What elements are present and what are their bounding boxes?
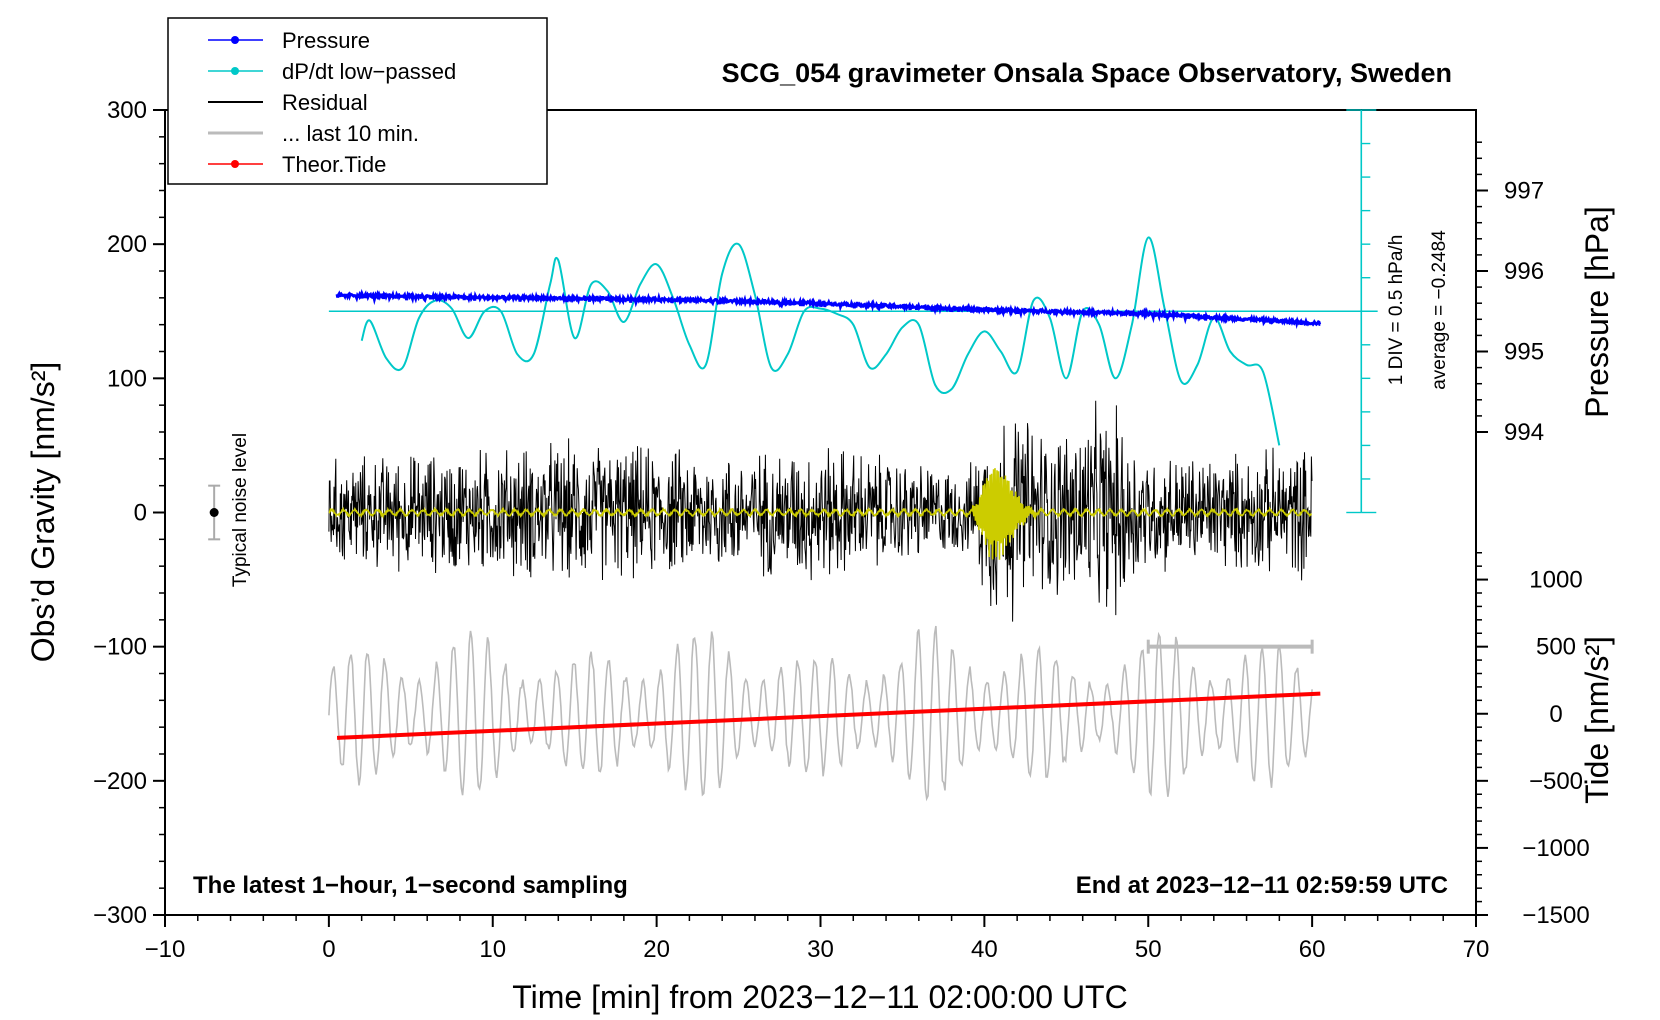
tide-line <box>336 691 1321 740</box>
y-left-tick-label: 200 <box>107 231 147 258</box>
y-left-tick-label: 100 <box>107 365 147 392</box>
dpdt-average-label: average = −0.2484 <box>1429 230 1450 390</box>
tide-tick-label: 500 <box>1536 634 1576 661</box>
end-time-note: End at 2023−12−11 02:59:59 UTC <box>1076 872 1448 899</box>
noise-level-label: Typical noise level <box>230 433 251 587</box>
pressure-series <box>335 288 1322 330</box>
dpdt-div-label: 1 DIV = 0.5 hPa/h <box>1386 235 1407 386</box>
x-tick-label: 20 <box>643 936 670 963</box>
noise-level-indicator <box>208 484 221 541</box>
pressure-tick-label: 994 <box>1504 419 1544 446</box>
dpdt-series <box>328 236 1378 446</box>
x-tick-label: 10 <box>479 936 506 963</box>
legend-marker-pressure <box>231 36 239 44</box>
y-left-tick-label: 300 <box>107 97 147 124</box>
legend-marker-dpdt <box>231 67 239 75</box>
residual-line <box>328 400 1313 622</box>
tide-axis-title: Tide [nm/s²] <box>1579 636 1615 804</box>
dpdt-scale <box>1346 109 1377 514</box>
x-tick-label: 40 <box>971 936 998 963</box>
x-tick-label: 60 <box>1299 936 1326 963</box>
y-left-tick-label: −200 <box>93 768 147 795</box>
tide-tick-label: 0 <box>1549 701 1562 728</box>
x-tick-label: 0 <box>322 936 335 963</box>
x-tick-label: −10 <box>145 936 186 963</box>
tide-tick-label: −500 <box>1529 768 1583 795</box>
legend-label-pressure: Pressure <box>282 28 370 53</box>
dpdt-line <box>360 236 1281 446</box>
legend-marker-tide <box>231 160 239 168</box>
legend-label-residual: Residual <box>282 90 368 115</box>
sampling-note: The latest 1−hour, 1−second sampling <box>193 872 628 899</box>
x-tick-label: 70 <box>1463 936 1490 963</box>
x-tick-label: 50 <box>1135 936 1162 963</box>
filtered-residual-line <box>328 468 1313 560</box>
pressure-tick-label: 997 <box>1504 178 1544 205</box>
legend-label-last10: ... last 10 min. <box>282 121 419 146</box>
tide-tick-label: −1500 <box>1522 902 1589 929</box>
pressure-line <box>335 288 1322 330</box>
y-left-tick-label: 0 <box>134 500 147 527</box>
y-left-axis-title: Obs’d Gravity [nm/s²] <box>25 362 61 663</box>
x-tick-label: 30 <box>807 936 834 963</box>
y-left-tick-label: −300 <box>93 902 147 929</box>
legend-label-tide: Theor.Tide <box>282 152 386 177</box>
pressure-tick-label: 995 <box>1504 339 1544 366</box>
tide-tick-label: −1000 <box>1522 835 1589 862</box>
axis-ticks <box>153 109 1488 927</box>
filtered-residual-series <box>328 468 1313 560</box>
tick-labels: −10 0 10 20 30 40 50 60 70−300−200−1000100200300… <box>93 97 1590 963</box>
chart-title: SCG_054 gravimeter Onsala Space Observat… <box>722 58 1452 88</box>
noise-dot <box>209 508 219 517</box>
pressure-tick-label: 996 <box>1504 258 1544 285</box>
tide-tick-label: 1000 <box>1529 567 1582 594</box>
legend-label-dpdt: dP/dt low−passed <box>282 59 456 84</box>
tide-series <box>336 691 1321 740</box>
last-10-min-line <box>328 625 1313 802</box>
pressure-axis-title: Pressure [hPa] <box>1579 206 1615 418</box>
residual-series <box>328 400 1313 622</box>
x-axis-title: Time [min] from 2023−12−11 02:00:00 UTC <box>512 979 1127 1015</box>
legend: Pressure dP/dt low−passed Residual ... l… <box>167 17 548 185</box>
y-left-tick-label: −100 <box>93 634 147 661</box>
last-10-min-series <box>328 625 1314 802</box>
